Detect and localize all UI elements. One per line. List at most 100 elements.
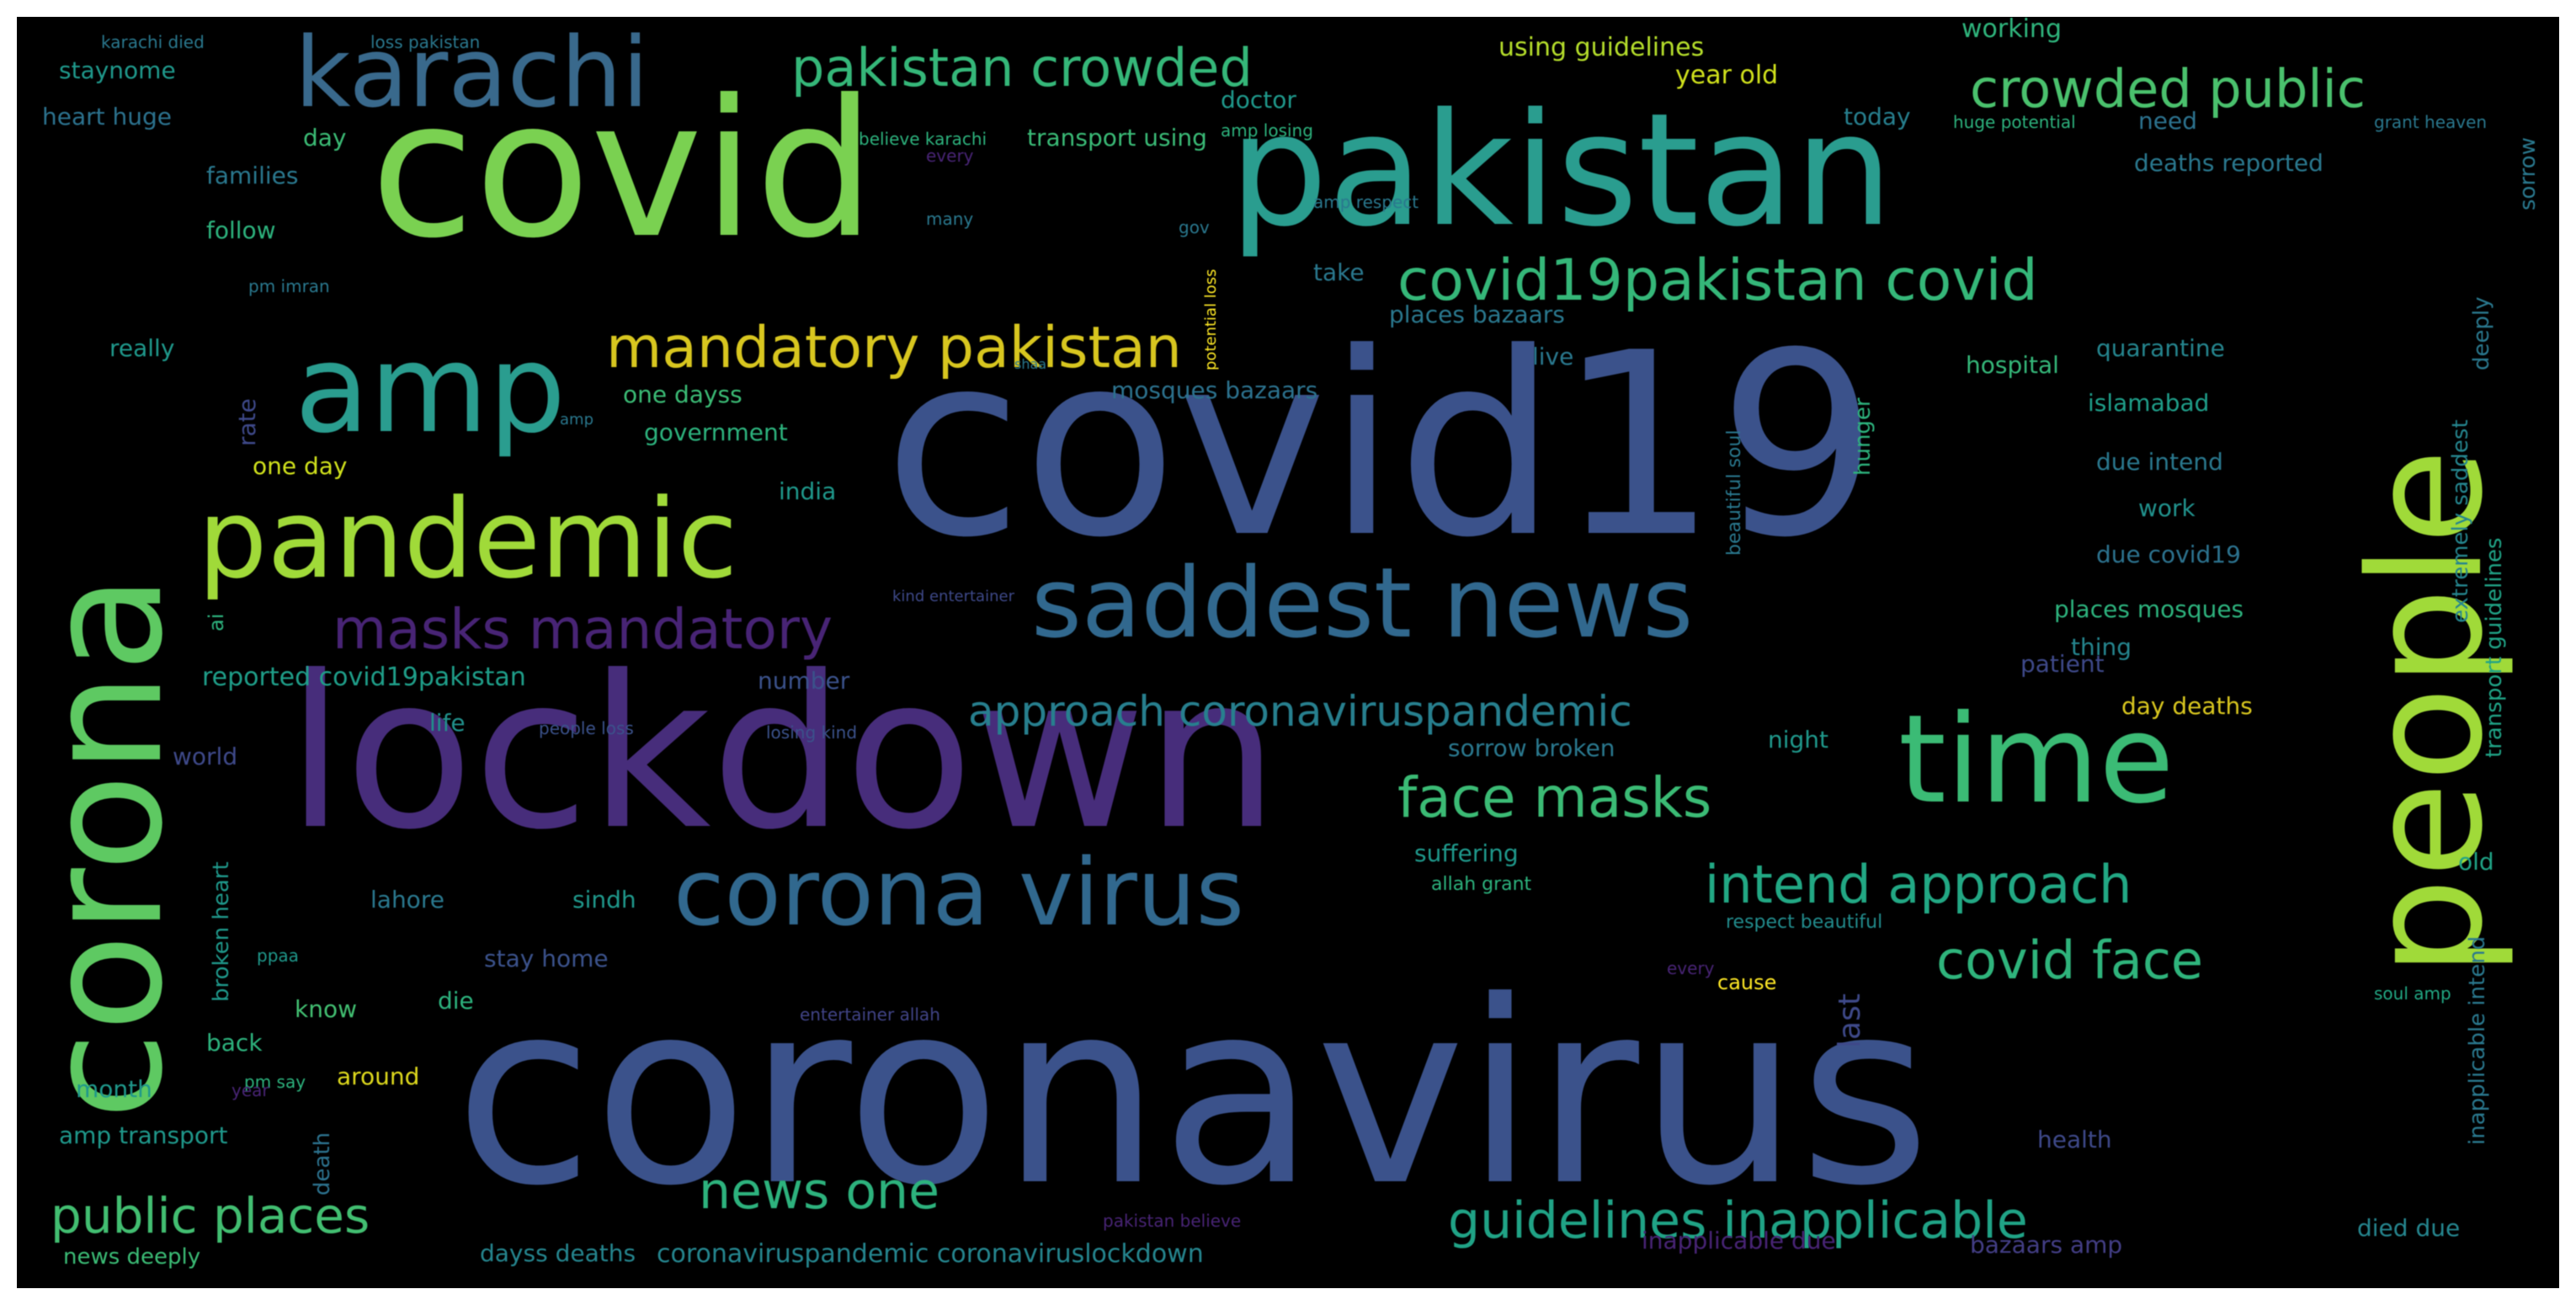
cloud-word: heart huge <box>42 103 173 130</box>
cloud-word: die <box>438 987 474 1015</box>
cloud-word: sorrow <box>2515 137 2541 210</box>
cloud-word: karachi <box>295 17 649 130</box>
cloud-word: pakistan <box>1229 79 1893 261</box>
cloud-word: amp transport <box>59 1121 228 1149</box>
cloud-word: mandatory pakistan <box>606 315 1182 381</box>
cloud-word: due covid19 <box>2096 541 2241 568</box>
cloud-word: year old <box>1675 61 1779 90</box>
cloud-word: pakistan crowded <box>791 37 1253 99</box>
cloud-word: every <box>926 146 974 166</box>
cloud-word: approach coronaviruspandemic <box>968 687 1632 736</box>
cloud-word: saddest news <box>1031 547 1694 660</box>
cloud-word: amp <box>295 318 567 461</box>
cloud-word: using guidelines <box>1498 33 1705 62</box>
cloud-word: covid19 <box>884 299 1879 593</box>
cloud-word: covid19pakistan covid <box>1397 248 2038 314</box>
cloud-word: reported covid19pakistan <box>202 663 526 692</box>
cloud-word: places bazaars <box>1389 301 1565 328</box>
cloud-word: people loss <box>539 718 634 738</box>
cloud-word: one day <box>253 452 348 480</box>
cloud-word: work <box>2138 494 2195 522</box>
cloud-word: died due <box>2357 1214 2461 1242</box>
cloud-word: guidelines inapplicable <box>1448 1191 2028 1250</box>
cloud-word: year <box>232 1080 269 1100</box>
cloud-word: number <box>758 667 850 695</box>
cloud-word: night <box>1768 726 1829 754</box>
cloud-word: pakistan believe <box>1103 1211 1242 1231</box>
cloud-word: shaa <box>1014 356 1047 372</box>
cloud-word: follow <box>206 216 276 244</box>
cloud-word: lockdown <box>286 631 1280 876</box>
cloud-word: crowded public <box>1970 58 2366 120</box>
cloud-word: staynome <box>59 56 176 84</box>
cloud-word: every <box>1667 958 1715 978</box>
cloud-word: take <box>1313 258 1365 286</box>
cloud-word: amp respect <box>1313 192 1419 212</box>
cloud-word: around <box>337 1063 420 1090</box>
cloud-word: quarantine <box>2096 334 2225 362</box>
cloud-word: deaths reported <box>2134 149 2323 177</box>
cloud-word: thing <box>2071 633 2132 661</box>
cloud-word: rate <box>233 398 261 446</box>
cloud-word: soul amp <box>2374 983 2451 1004</box>
cloud-word: time <box>1898 689 2174 831</box>
cloud-word: know <box>295 995 357 1023</box>
cloud-word: mosques bazaars <box>1111 376 1318 404</box>
cloud-word: many <box>926 209 974 229</box>
cloud-word: death <box>310 1132 335 1196</box>
cloud-word: world <box>173 743 238 770</box>
cloud-word: cause <box>1717 971 1777 994</box>
cloud-word: inapplicable intend <box>2465 935 2490 1145</box>
cloud-word: sorrow broken <box>1448 734 1615 762</box>
cloud-word: potential loss <box>1202 269 1220 370</box>
cloud-word: suffering <box>1414 839 1519 867</box>
cloud-word: pm imran <box>248 276 330 296</box>
cloud-word: amp <box>560 411 593 429</box>
cloud-word: public places <box>51 1187 370 1244</box>
cloud-word: deeply <box>2469 296 2494 370</box>
cloud-word: covid <box>370 60 876 280</box>
cloud-word: pm say <box>244 1072 306 1092</box>
cloud-word: transport using <box>1027 124 1207 152</box>
cloud-word: huge potential <box>1953 112 2076 132</box>
cloud-word: believe karachi <box>859 129 987 149</box>
word-cloud: coronavirus covid19 lockdown covid pakistan p… <box>17 17 2559 1288</box>
cloud-word: news deeply <box>63 1244 201 1270</box>
cloud-word: need <box>2138 107 2197 135</box>
cloud-word: government <box>644 418 788 446</box>
cloud-word: kind entertainer <box>892 588 1014 605</box>
cloud-word: karachi died <box>101 32 205 52</box>
cloud-word: beautiful soul <box>1724 429 1745 556</box>
cloud-word: india <box>779 477 837 505</box>
cloud-word: loss pakistan <box>370 32 481 52</box>
cloud-word: stay home <box>484 945 609 972</box>
cloud-word: today <box>1844 103 1911 130</box>
cloud-word: respect beautiful <box>1726 912 1883 933</box>
cloud-word: news one <box>699 1162 939 1221</box>
cloud-word: allah grant <box>1431 874 1532 895</box>
cloud-word: last <box>1833 993 1867 1048</box>
cloud-word: live <box>1532 343 1574 370</box>
cloud-word: health <box>2037 1126 2112 1153</box>
cloud-word: masks mandatory <box>333 597 833 662</box>
cloud-word: ppaa <box>257 945 299 966</box>
cloud-word: due intend <box>2096 448 2223 476</box>
cloud-word: intend approach <box>1705 854 2132 915</box>
cloud-word: really <box>109 334 175 362</box>
cloud-word: one dayss <box>623 381 742 408</box>
cloud-word: dayss deaths <box>480 1239 636 1267</box>
cloud-word: transport guidelines <box>2482 537 2507 758</box>
cloud-word: back <box>206 1029 263 1057</box>
cloud-word: grant heaven <box>2374 112 2488 132</box>
cloud-word: extremely saddest <box>2448 419 2473 623</box>
cloud-word: hospital <box>1966 351 2059 379</box>
cloud-word: corona <box>17 574 198 1120</box>
cloud-word: sindh <box>572 886 636 914</box>
cloud-word: corona virus <box>673 839 1244 946</box>
cloud-word: old <box>2458 848 2494 876</box>
cloud-word: entertainer allah <box>800 1004 940 1025</box>
cloud-word: ai <box>205 613 228 631</box>
cloud-word: life <box>429 709 466 737</box>
cloud-word: gov <box>1179 217 1210 237</box>
cloud-word: working <box>1961 17 2062 44</box>
